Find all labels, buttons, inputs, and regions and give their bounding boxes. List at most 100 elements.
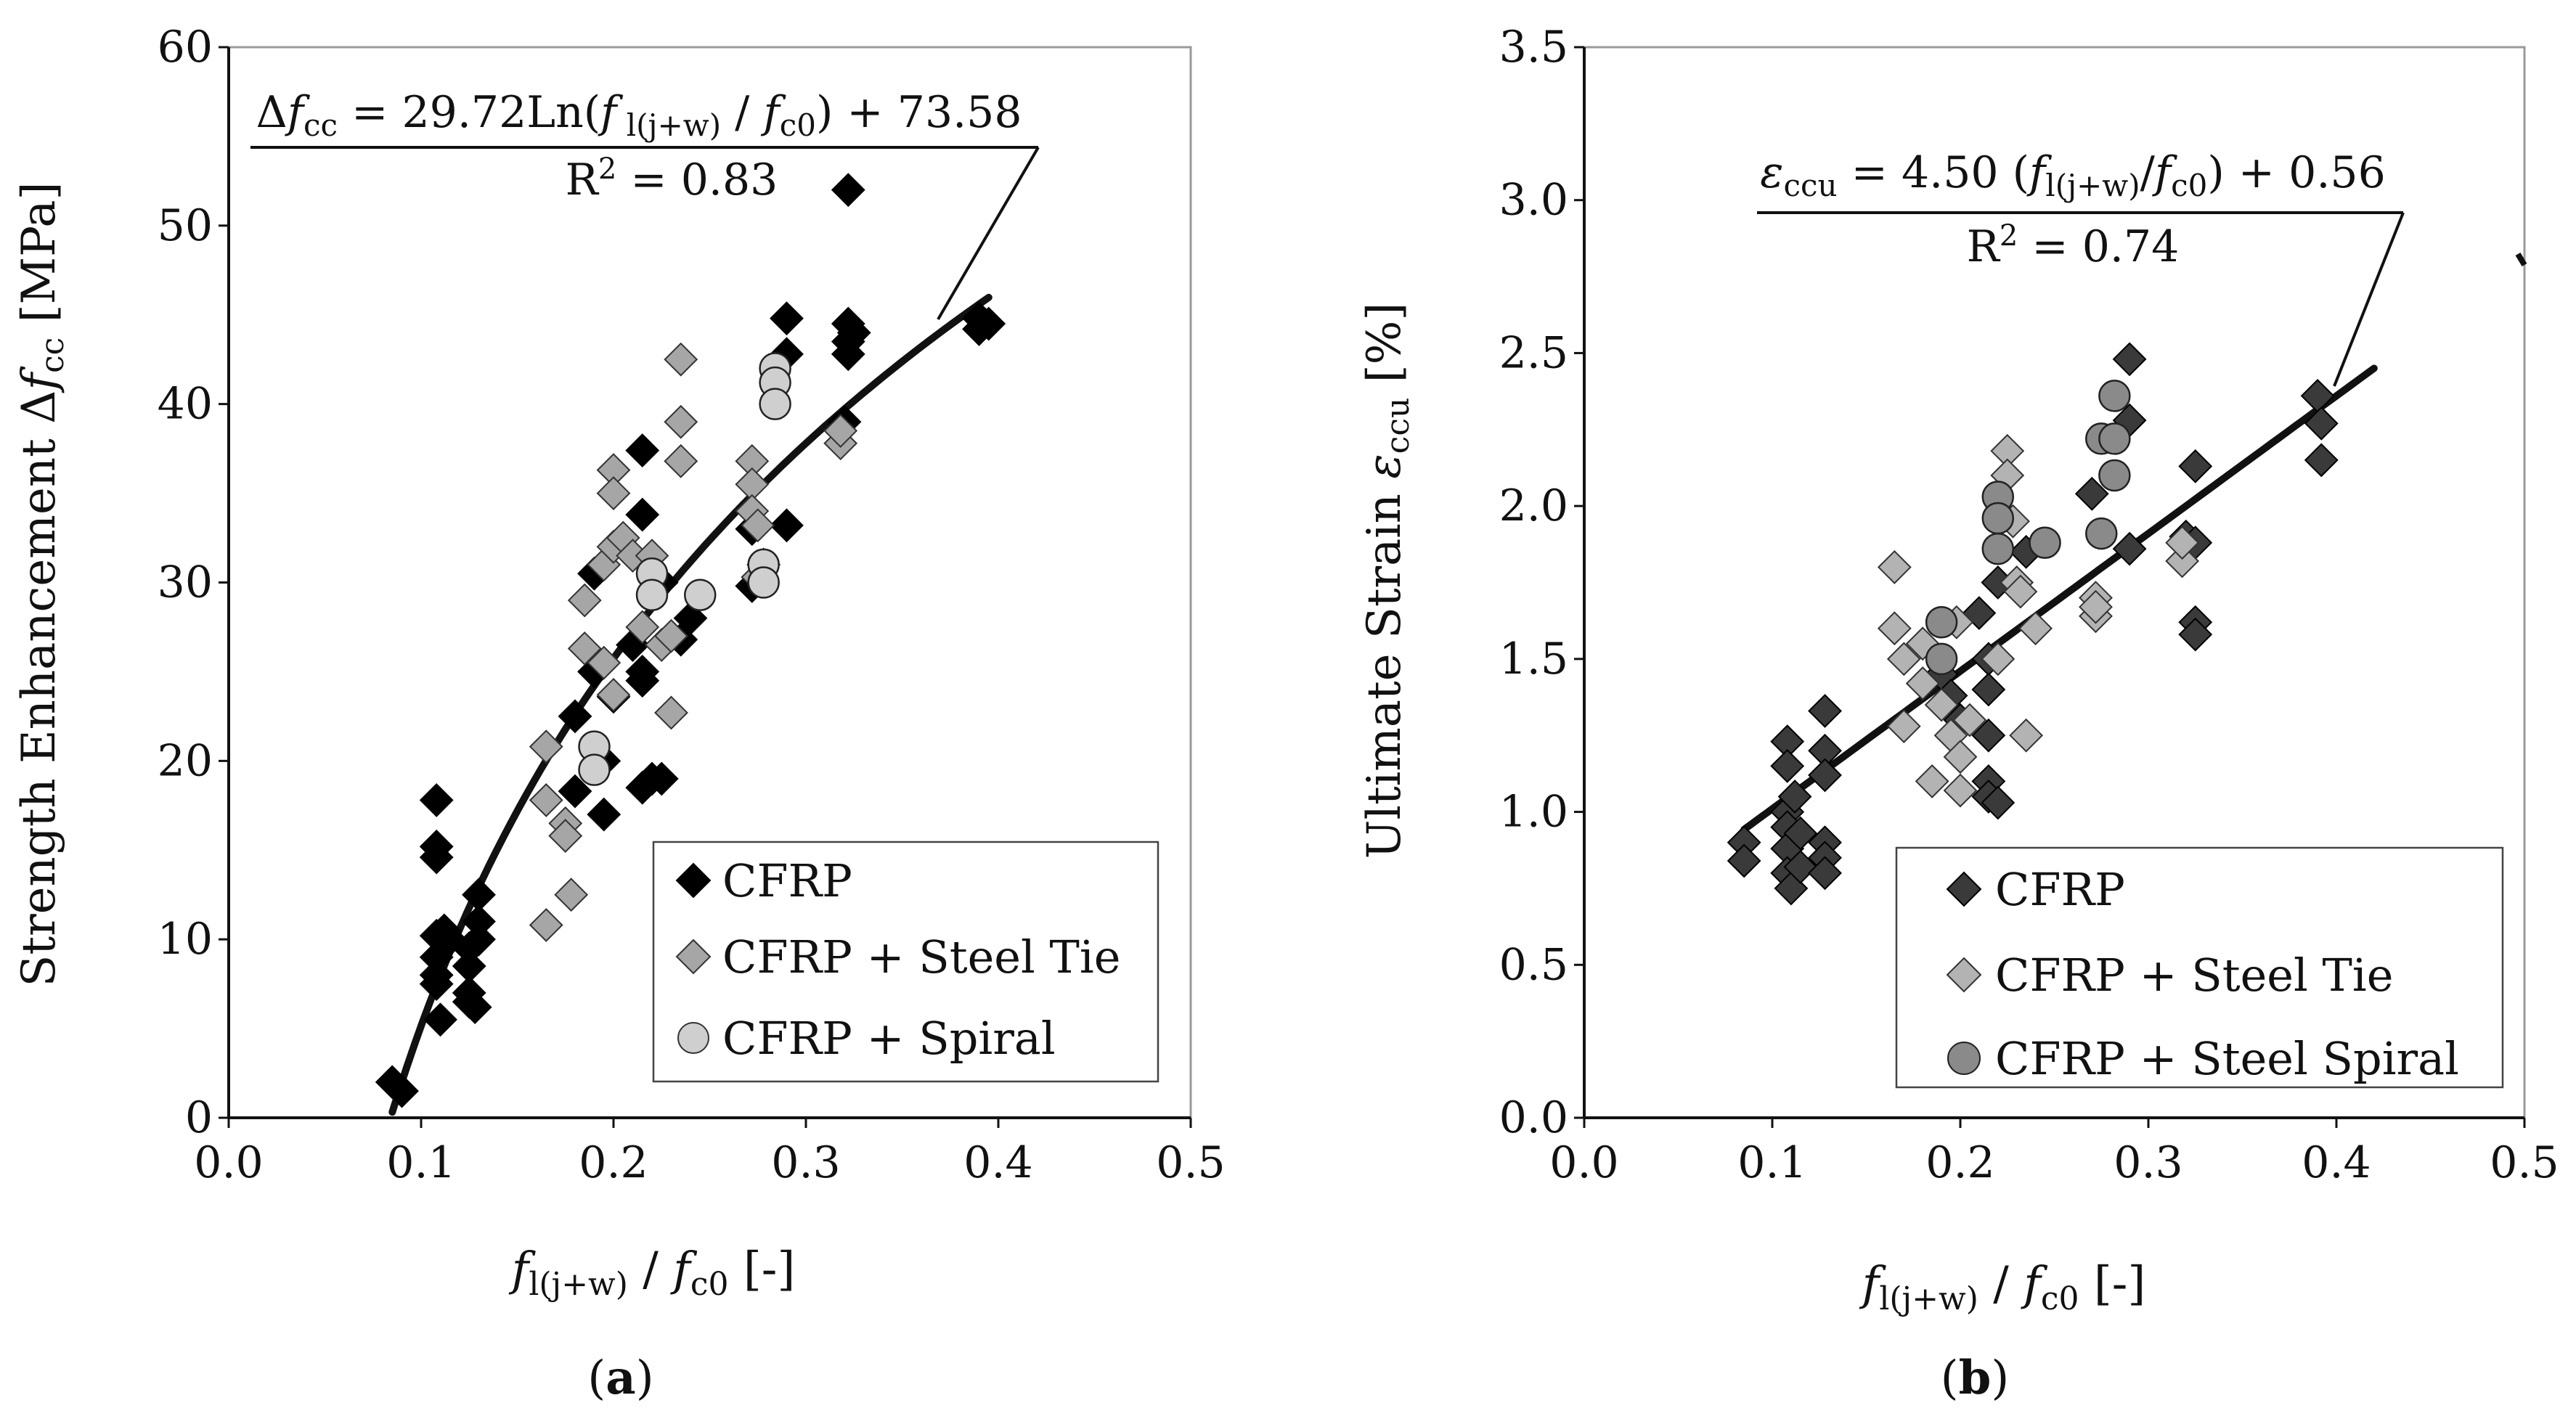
panel-b-point (1962, 596, 1997, 631)
panel-a-point (548, 819, 583, 853)
panel-b-y-tick-label: 3.5 (1499, 22, 1568, 73)
panel-a-point (423, 1002, 457, 1037)
panel-b-point (1777, 780, 1812, 814)
panel-a-point (684, 578, 717, 611)
panel-b-equation: εccu = 4.50 (fl(j+w)/fc0) + 0.56 (1760, 147, 2386, 203)
panel-b-point (1971, 672, 2006, 707)
panel-b-point (2300, 379, 2335, 413)
panel-a-point (654, 618, 688, 653)
panel-b-point (2079, 589, 2113, 624)
panel-a-caption: (a) (587, 1351, 653, 1405)
panel-b-point (2098, 459, 2131, 492)
panel-a-point (462, 922, 496, 957)
panel-a-series-3 (578, 352, 791, 786)
panel-b-point (1727, 843, 1761, 878)
panel-a-point (385, 1074, 419, 1108)
panel-a-point (971, 306, 1006, 341)
legend-a-steel-tie-marker (675, 938, 712, 975)
panel-a-point (759, 388, 791, 420)
panel-b-axis-ticks: 0.0 0.1 0.2 0.3 0.4 0.5 0.0 0.5 1.0 1.5 2.0 2.5 3.0 3… (1499, 22, 2559, 1188)
panel-b-point (2098, 380, 2131, 412)
panel-a-point (419, 840, 454, 875)
panel-b-y-tick-label: 3.0 (1499, 175, 1568, 226)
legend-b-steel-tie-marker (1946, 957, 1982, 993)
panel-a-r-squared: R2 = 0.83 (566, 152, 778, 205)
panel-b-point (2098, 422, 2131, 455)
panel-b-series-2 (1877, 433, 2200, 808)
panel-a-point (567, 631, 602, 666)
panel-b-point (1981, 785, 2015, 820)
panel-b-point (2165, 526, 2200, 560)
panel-b-y-tick-label: 0.5 (1499, 939, 1568, 990)
panel-a-point (664, 404, 698, 439)
panel-b-x-tick-label: 0.1 (1737, 1137, 1806, 1188)
panel-a-x-tick-label: 0.5 (1156, 1137, 1225, 1188)
panel-b-point (2304, 406, 2339, 441)
panel-b-x-tick-label: 0.5 (2490, 1137, 2559, 1188)
legend-b-cfrp-label: CFRP (1995, 863, 2125, 916)
panel-b-point (1924, 687, 1959, 722)
panel-a-point (529, 783, 563, 817)
panel-b-y-tick-label: 1.0 (1499, 787, 1568, 838)
panel-a-trendline (388, 293, 993, 1116)
panel-a-point (578, 753, 611, 786)
panel-a-x-tick-label: 0.2 (579, 1137, 648, 1188)
panel-a-point (747, 566, 780, 599)
panel-a-point (419, 967, 454, 1002)
panel-a-y-axis-label: Strength Enhancement Δfcc [MPa] (12, 182, 71, 987)
panel-b-trendline (1740, 364, 2378, 833)
panel-b-point (1971, 718, 2006, 753)
panel-b-point (2165, 544, 2200, 578)
panel-a-y-tick-label: 40 (158, 379, 213, 430)
panel-a-axes (227, 47, 1191, 1119)
panel-a-legend: CFRP CFRP + Steel Tie CFRP + Spiral (652, 841, 1159, 1083)
panel-a-equation: Δfcc = 29.72Ln(f l(j+w) / fc0) + 73.58 (256, 87, 1022, 143)
panel-b-x-tick-label: 0.4 (2302, 1137, 2371, 1188)
panel-a-x-tick-label: 0.1 (386, 1137, 455, 1188)
panel-a-point (664, 342, 698, 377)
panel-b-caption: (b) (1941, 1351, 2010, 1405)
panel-a-chart: 0.0 0.1 0.2 0.3 0.4 0.5 0 10 20 30 40 50 60 Δfcc = 2… (12, 22, 1226, 1405)
panel-a-y-tick-label: 50 (158, 200, 213, 251)
panel-b-point (1915, 764, 1949, 798)
legend-b-cfrp-marker (1946, 871, 1982, 907)
panel-b-point (1783, 850, 1818, 884)
panel-a-point (558, 699, 592, 734)
panel-a-x-tick-label: 0.0 (194, 1137, 263, 1188)
panel-a-point (433, 922, 468, 957)
panel-b-point (1886, 642, 1921, 676)
panel-b-point (1877, 550, 1912, 584)
panel-b-x-tick-label: 0.3 (2114, 1137, 2182, 1188)
panel-b-point (2112, 342, 2147, 377)
panel-b-data-points (1727, 342, 2339, 906)
panel-b-point (2009, 718, 2044, 753)
panel-b-point (2112, 531, 2147, 566)
panel-b-point (2178, 617, 2213, 652)
panel-a-y-tick-label: 30 (158, 557, 213, 608)
panel-a-point (558, 774, 592, 809)
panel-a-legend-box (652, 841, 1159, 1083)
panel-b-point (2178, 449, 2213, 483)
panel-b-r-squared: R2 = 0.74 (1967, 219, 2180, 272)
panel-b-point (2074, 476, 2109, 511)
panel-b-y-tick-label: 2.5 (1499, 327, 1568, 378)
legend-a-cfrp-label: CFRP (722, 854, 852, 907)
panel-b-point (2029, 526, 2061, 559)
legend-a-spiral-label: CFRP + Spiral (722, 1012, 1056, 1065)
panel-b-point (1808, 758, 1842, 793)
panel-b-point (1783, 816, 1818, 851)
panel-a-point (635, 578, 669, 611)
panel-b-series-3 (1925, 380, 2131, 676)
panel-b-point (1808, 694, 1842, 728)
panel-a-point (587, 645, 621, 680)
panel-a-point (831, 173, 865, 208)
panel-b-point (2003, 574, 2038, 609)
panel-a-y-tick-label: 20 (158, 735, 213, 786)
legend-a-steel-tie-label: CFRP + Steel Tie (722, 931, 1120, 984)
panel-a-data-points (375, 173, 1006, 1108)
panel-b-y-tick-label: 0.0 (1499, 1092, 1568, 1143)
panel-b-point (1770, 748, 1805, 783)
panel-a-point (654, 695, 688, 730)
panel-a-point (625, 497, 660, 532)
panel-b-chart: 0.0 0.1 0.2 0.3 0.4 0.5 0.0 0.5 1.0 1.5 2.0 2.5 3.0 3… (1358, 22, 2559, 1405)
